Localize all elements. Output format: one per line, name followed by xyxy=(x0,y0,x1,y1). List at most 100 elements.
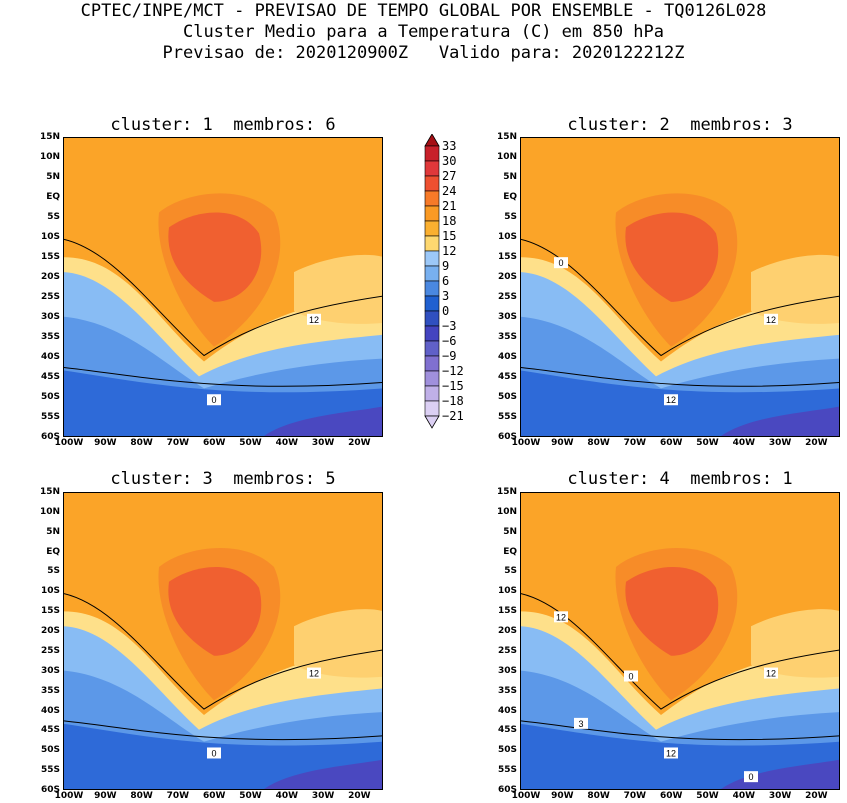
contour-label: 0 xyxy=(558,258,563,268)
lat-tick: 60S xyxy=(497,785,517,795)
colorbar-label: 21 xyxy=(442,199,457,213)
lon-tick: 70W xyxy=(166,791,190,801)
lat-tick: 20S xyxy=(497,626,517,637)
cold-band-m6 xyxy=(264,406,382,436)
lon-tick: 50W xyxy=(696,438,719,448)
contour-label: 12 xyxy=(666,395,676,405)
hot-core-21 xyxy=(625,212,719,302)
colorbar-label: 27 xyxy=(442,169,457,183)
lat-tick: 45S xyxy=(40,372,60,382)
lon-tick: 60W xyxy=(659,438,683,448)
colorbar-swatch xyxy=(424,145,440,162)
lat-tick: 15N xyxy=(496,132,517,142)
colorbar-label: −18 xyxy=(442,394,464,408)
lon-tick: 30W xyxy=(768,791,792,801)
contour-label-box xyxy=(664,394,678,406)
lat-tick: 15S xyxy=(40,252,60,262)
lat-tick: 60S xyxy=(497,432,517,442)
lon-tick: 30W xyxy=(311,438,335,448)
contour-12 xyxy=(64,238,382,357)
lat-tick: 15S xyxy=(40,606,60,617)
lat-tick: 50S xyxy=(497,392,517,402)
colorbar-label: 3 xyxy=(442,289,450,303)
lat-tick: 10S xyxy=(40,586,60,597)
cold-band-0 xyxy=(521,723,839,789)
colorbar-label: 18 xyxy=(442,214,457,228)
lon-tick: 30W xyxy=(768,438,792,448)
colorbar-bottom-arrow xyxy=(424,415,440,429)
lat-tick: 15S xyxy=(497,252,517,262)
lat-tick: 5S xyxy=(504,566,517,577)
contour-label: 12 xyxy=(766,669,776,679)
colorbar-swatch xyxy=(424,235,440,252)
lat-tick: 10S xyxy=(497,586,517,597)
colorbar-label: −15 xyxy=(442,379,464,393)
contour-label-box xyxy=(207,394,221,406)
contour-0 xyxy=(64,366,382,387)
contour-label-box xyxy=(744,771,758,783)
colorbar-swatch xyxy=(424,400,440,417)
hot-core-21 xyxy=(625,567,719,656)
lat-tick: 30S xyxy=(497,665,517,676)
lat-tick: 5N xyxy=(46,172,60,182)
colorbar-swatch xyxy=(424,295,440,312)
colorbar-label: 15 xyxy=(442,229,457,243)
lat-tick: 20S xyxy=(497,272,517,282)
lat-tick: 10N xyxy=(496,506,517,517)
lat-tick: 35S xyxy=(40,685,60,696)
lat-tick: 50S xyxy=(497,745,517,756)
colorbar-label: 12 xyxy=(442,244,457,258)
lon-tick: 80W xyxy=(130,438,153,448)
contour-label-box xyxy=(764,667,778,679)
lat-tick: 10N xyxy=(39,506,60,517)
map-panel-1: 12 0 xyxy=(63,137,383,437)
lat-tick: 10N xyxy=(39,152,60,162)
contour-label: 0 xyxy=(211,395,216,405)
lon-tick: 50W xyxy=(239,791,262,801)
lat-tick: 60S xyxy=(40,432,60,442)
lon-tick: 40W xyxy=(732,438,756,448)
colorbar-label: −3 xyxy=(442,319,457,333)
contour-label-box xyxy=(624,670,638,682)
contour-label: 0 xyxy=(211,748,216,758)
lat-tick: 55S xyxy=(40,412,60,422)
colorbar-label: −12 xyxy=(442,364,464,378)
temperature-colorbar xyxy=(424,134,440,429)
contour-12 xyxy=(64,593,382,710)
contour-label: 12 xyxy=(309,669,319,679)
lat-tick: 60S xyxy=(40,785,60,795)
lon-tick: 90W xyxy=(551,791,574,801)
colorbar-swatch xyxy=(424,190,440,207)
contour-label: 3 xyxy=(578,719,583,729)
lon-tick: 20W xyxy=(805,791,828,801)
lon-tick: 40W xyxy=(732,791,756,801)
colorbar-top-arrow xyxy=(424,134,440,147)
contour-label-box xyxy=(554,257,568,269)
lat-tick: 25S xyxy=(40,292,60,302)
lat-tick: 55S xyxy=(497,412,517,422)
lat-tick: 45S xyxy=(497,725,517,736)
lat-tick: 30S xyxy=(497,312,517,322)
colorbar-label: −9 xyxy=(442,349,457,363)
lon-tick: 100W xyxy=(54,438,84,448)
lat-tick: 40S xyxy=(497,352,517,362)
contour-label: 0 xyxy=(628,672,633,682)
colorbar-swatch xyxy=(424,160,440,177)
lat-tick: 25S xyxy=(497,645,517,656)
lat-tick: 5S xyxy=(47,566,60,577)
lon-tick: 20W xyxy=(805,438,828,448)
map-panel-4: 12 12 12 0 3 0 xyxy=(520,492,840,790)
panel-title-1: cluster: 1 membros: 6 xyxy=(110,115,336,135)
colorbar-swatch xyxy=(424,250,440,267)
lat-tick: 5N xyxy=(503,172,517,182)
lon-tick: 90W xyxy=(551,438,574,448)
contour-label-box xyxy=(307,313,321,325)
lon-tick: 70W xyxy=(166,438,190,448)
warm-region-12 xyxy=(294,609,382,678)
hot-core-21 xyxy=(168,212,262,302)
contour-label-box xyxy=(307,667,321,679)
lon-tick: 30W xyxy=(311,791,335,801)
colorbar-swatch xyxy=(424,340,440,357)
contour-label-box xyxy=(764,313,778,325)
map-panel-2: 12 12 0 xyxy=(520,137,840,437)
